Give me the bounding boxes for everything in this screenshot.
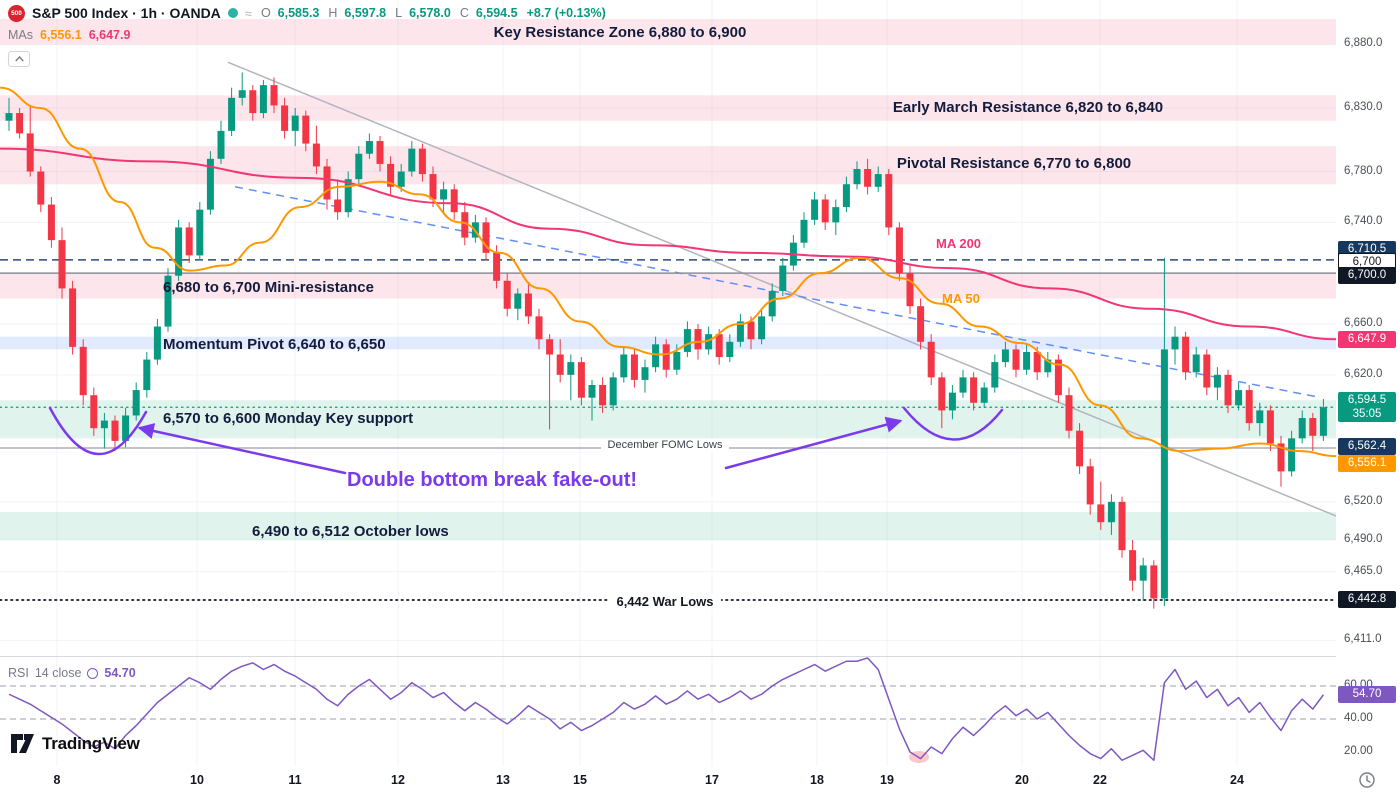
fomc-lows-text: December FOMC Lows [600, 439, 730, 451]
time-axis-label: 18 [810, 773, 824, 787]
low-value: 6,578.0 [409, 6, 451, 20]
zone-label-key-resistance: Key Resistance Zone 6,880 to 6,900 [493, 24, 747, 41]
price-badge: 6,442.8 [1338, 591, 1396, 609]
high-label: H [328, 6, 338, 20]
current-price-badge: 6,594.5 35:05 [1338, 392, 1396, 423]
price-scale[interactable]: 6,880.0 6,830.0 6,780.0 6,740.0 6,660.0 6,620… [1336, 0, 1400, 792]
rsi-color-dot-icon [87, 667, 99, 679]
chart-legend: 500 S&P 500 Index · 1h · OANDA ≈ O 6,585… [8, 3, 606, 45]
symbol-title[interactable]: S&P 500 Index · 1h · OANDA [32, 5, 221, 21]
low-label: L [395, 6, 403, 20]
price-axis-label: 6,740.0 [1344, 215, 1383, 228]
price-badge: 6,562.4 [1338, 437, 1396, 455]
rsi-axis-label: 20.00 [1344, 745, 1373, 757]
price-axis-label: 6,520.0 [1344, 494, 1383, 507]
zone-label-october-lows: 6,490 to 6,512 October lows [252, 523, 449, 540]
collapse-indicators-button[interactable] [8, 51, 30, 67]
zone-label-pivotal-resistance: Pivotal Resistance 6,770 to 6,800 [896, 155, 1132, 172]
time-axis-label: 19 [880, 773, 894, 787]
war-lows-line-label: 6,442 War Lows [0, 594, 1330, 609]
price-axis-label: 6,880.0 [1344, 37, 1383, 50]
price-axis-label: 6,490.0 [1344, 533, 1383, 545]
open-label: O [260, 6, 271, 20]
tradingview-logo[interactable]: TradingView [10, 733, 140, 754]
wave-icon: ≈ [244, 5, 252, 21]
high-value: 6,597.8 [344, 6, 387, 20]
rsi-axis-label: 40.00 [1344, 712, 1373, 724]
time-axis-label: 11 [288, 773, 302, 787]
time-axis-label: 15 [573, 773, 587, 787]
change-value: +8.7 (+0.13%) [526, 6, 606, 20]
war-lows-text: 6,442 War Lows [609, 594, 721, 609]
zone-label-mini-resistance: 6,680 to 6,700 Mini-resistance [163, 279, 374, 296]
ma50-line-label: MA 50 [942, 291, 980, 306]
clock-icon[interactable] [1358, 771, 1376, 792]
series-status-dot-icon [227, 8, 238, 18]
time-axis[interactable]: 8 10 11 12 13 15 17 18 19 20 22 24 [0, 766, 1400, 792]
close-label: C [459, 6, 469, 20]
zone-label-monday-key-support: 6,570 to 6,600 Monday Key support [163, 410, 414, 427]
price-badge: 6,556.1 [1338, 454, 1396, 472]
bar-countdown: 35:05 [1352, 408, 1382, 421]
tradingview-logo-icon [11, 734, 34, 753]
ma200-legend-value: 6,647.9 [88, 28, 131, 42]
time-axis-label: 13 [496, 773, 510, 787]
price-axis-label: 6,830.0 [1344, 101, 1383, 113]
fomc-lows-line-label: December FOMC Lows [0, 439, 1330, 451]
price-axis-label: 6,620.0 [1344, 367, 1383, 380]
open-value: 6,585.3 [277, 6, 320, 20]
time-axis-label: 17 [705, 773, 719, 787]
time-axis-label: 22 [1093, 773, 1107, 787]
close-value: 6,594.5 [475, 6, 518, 20]
price-axis-label: 6,411.0 [1344, 633, 1382, 646]
time-axis-label: 10 [190, 773, 204, 787]
rsi-params: 14 close [34, 666, 82, 680]
price-axis-label: 6,780.0 [1344, 164, 1383, 177]
rsi-value-badge: 54.70 [1338, 686, 1396, 704]
time-axis-label: 8 [53, 773, 61, 787]
time-axis-label: 20 [1015, 773, 1029, 787]
symbol-legend-row: 500 S&P 500 Index · 1h · OANDA ≈ O 6,585… [8, 3, 606, 23]
tradingview-brand-text: TradingView [42, 733, 140, 753]
zone-label-momentum-pivot: Momentum Pivot 6,640 to 6,650 [163, 336, 386, 353]
price-badge: 6,647.9 [1338, 330, 1396, 348]
price-badge: 6,700.0 [1338, 266, 1396, 284]
mas-label[interactable]: MAs [8, 28, 33, 42]
time-axis-label: 12 [391, 773, 405, 787]
ma-legend-row: MAs 6,556.1 6,647.9 [8, 25, 606, 45]
rsi-value: 54.70 [104, 666, 136, 680]
price-axis-label: 6,465.0 [1344, 564, 1383, 577]
price-axis-label: 6,660.0 [1344, 317, 1383, 329]
ma200-line-label: MA 200 [936, 236, 982, 251]
ma50-legend-value: 6,556.1 [40, 28, 82, 42]
current-price-value: 6,594.5 [1347, 394, 1387, 407]
price-badge: 6,700 [1338, 252, 1396, 270]
chevron-up-icon [14, 56, 24, 62]
sp500-logo-icon: 500 [8, 4, 25, 22]
rsi-legend: RSI 14 close 54.70 [8, 666, 136, 680]
zone-label-early-march-resistance: Early March Resistance 6,820 to 6,840 [892, 99, 1164, 116]
double-bottom-annotation: Double bottom break fake-out! [347, 469, 638, 491]
rsi-label[interactable]: RSI [8, 666, 29, 680]
time-axis-label: 24 [1230, 773, 1244, 787]
